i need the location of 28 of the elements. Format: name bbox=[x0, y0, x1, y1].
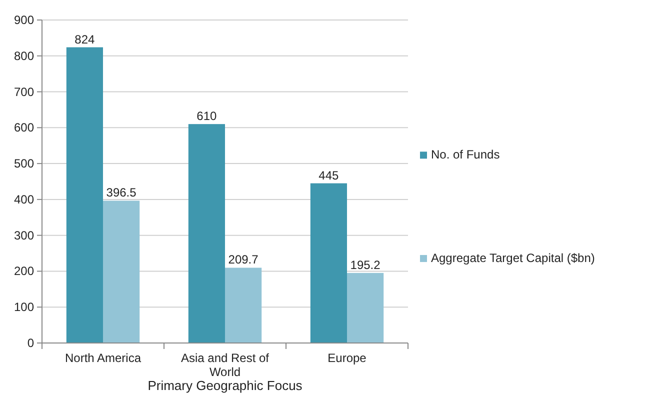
legend-label: Aggregate Target Capital ($bn) bbox=[431, 251, 595, 266]
y-tick-label: 100 bbox=[14, 300, 34, 314]
data-label: 209.7 bbox=[228, 252, 259, 267]
bar bbox=[103, 200, 140, 343]
y-tick-label: 0 bbox=[27, 336, 34, 350]
y-tick-label: 600 bbox=[14, 120, 34, 135]
y-tick-label: 700 bbox=[14, 84, 34, 99]
y-tick-label: 500 bbox=[14, 156, 34, 171]
x-tick-label: Asia and Rest of World bbox=[180, 351, 270, 379]
bar bbox=[347, 272, 384, 343]
data-label: 195.2 bbox=[350, 258, 381, 272]
legend-label: No. of Funds bbox=[431, 148, 500, 162]
y-tick-label: 300 bbox=[14, 228, 34, 242]
x-tick-label: Europe bbox=[328, 351, 367, 365]
bar bbox=[188, 124, 225, 343]
x-tick-label: North America bbox=[64, 351, 142, 365]
bar bbox=[66, 47, 103, 343]
y-tick-label: 200 bbox=[14, 264, 34, 278]
data-label: 610 bbox=[196, 109, 218, 124]
data-label: 824 bbox=[74, 32, 96, 46]
data-label: 445 bbox=[318, 168, 340, 182]
x-axis-title: Primary Geographic Focus bbox=[148, 378, 303, 393]
data-label: 396.5 bbox=[106, 186, 137, 200]
bar bbox=[310, 183, 347, 343]
bar bbox=[225, 268, 262, 343]
y-tick-label: 400 bbox=[14, 192, 34, 206]
y-tick-label: 900 bbox=[14, 13, 34, 27]
y-tick-label: 800 bbox=[14, 48, 34, 63]
